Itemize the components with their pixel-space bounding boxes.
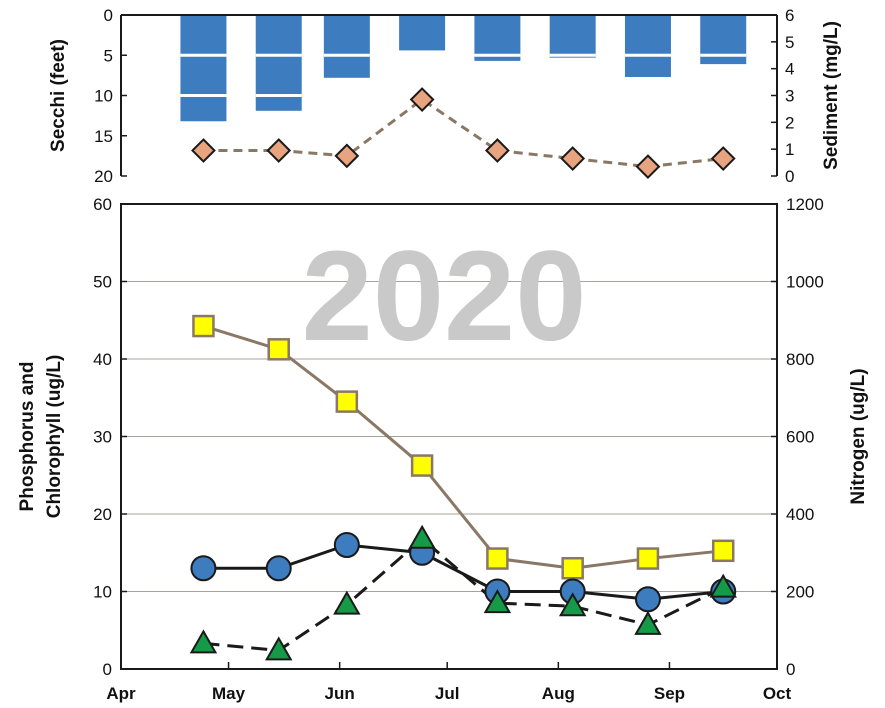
secchi-tick-label: 15 — [94, 127, 113, 146]
month-tick-label: Aug — [542, 684, 575, 703]
secchi-bar-segment-break — [180, 53, 227, 57]
chlorophyll-marker — [189, 629, 218, 654]
sediment-marker — [710, 146, 736, 171]
chlorophyll-marker — [483, 589, 512, 614]
sediment-line — [203, 97, 724, 169]
phosphorus-tick-label: 10 — [93, 583, 112, 602]
secchi-bar — [549, 15, 596, 58]
secchi-bar — [624, 15, 671, 77]
phosphorus-tick-label: 40 — [93, 350, 112, 369]
secchi-bar-segment-break — [180, 94, 227, 97]
secchi-bar-segment-break — [474, 53, 521, 57]
chlorophyll-marker — [709, 573, 737, 598]
sediment-marker — [266, 138, 292, 163]
secchi-bar-segment-break — [624, 53, 671, 57]
phosphorus-tick-label: 50 — [93, 273, 112, 292]
phosphorus-marker — [634, 586, 661, 613]
nitrogen-tick-label: 800 — [786, 350, 814, 369]
chlorophyll-marker — [265, 636, 293, 661]
nitrogen-marker — [711, 539, 735, 563]
phosphorus-chlorophyll-axis-title: Phosphorus and Chlorophyll (ug/L) — [17, 355, 65, 519]
nitrogen-marker — [267, 338, 290, 361]
phosphorus-tick-label: 20 — [93, 505, 112, 524]
month-tick-label: Oct — [763, 684, 792, 703]
bottom-panel-nutrients: 20200102030405060020040060080010001200Ap… — [17, 195, 869, 703]
secchi-tick-label: 20 — [94, 167, 113, 186]
nitrogen-marker — [410, 454, 434, 477]
nitrogen-marker — [486, 547, 509, 570]
chlorophyll-marker — [408, 524, 436, 549]
phosphorus-tick-label: 0 — [103, 660, 112, 679]
secchi-bar-segment-break — [255, 94, 302, 97]
sediment-marker — [484, 138, 510, 163]
secchi-bar — [474, 15, 521, 61]
sediment-tick-label: 2 — [785, 113, 794, 132]
phosphorus-marker — [265, 555, 292, 582]
year-watermark: 2020 — [302, 225, 587, 368]
sediment-marker — [334, 143, 360, 169]
nitrogen-marker — [561, 557, 584, 580]
month-tick-label: Apr — [106, 684, 136, 703]
nitrogen-tick-label: 1200 — [786, 195, 824, 214]
nitrogen-marker — [192, 314, 215, 338]
secchi-bar-segment-break — [255, 53, 302, 57]
secchi-bar — [323, 15, 370, 78]
nitrogen-tick-label: 1000 — [786, 273, 824, 292]
month-tick-label: May — [212, 684, 246, 703]
secchi-tick-label: 5 — [104, 46, 113, 65]
phosphorus-marker — [333, 532, 360, 558]
month-tick-label: Sep — [654, 684, 685, 703]
secchi-bar — [180, 15, 227, 122]
nitrogen-line — [203, 324, 724, 570]
sediment-marker — [635, 154, 661, 180]
secchi-tick-label: 10 — [94, 87, 113, 106]
secchi-axis-title: Secchi (feet) — [48, 39, 69, 152]
sediment-tick-label: 3 — [785, 87, 794, 106]
sediment-tick-label: 1 — [785, 140, 794, 159]
sediment-tick-label: 6 — [785, 6, 794, 25]
top-panel-secchi-sediment: 0 5 10 15 20 0 1 2 3 4 5 6 Secchi (feet) Sediment (mg… — [48, 6, 842, 186]
sediment-axis-title: Sediment (mg/L) — [821, 21, 842, 170]
sediment-tick-label: 0 — [785, 167, 794, 186]
phosphorus-marker — [190, 555, 217, 582]
nitrogen-tick-label: 600 — [786, 428, 814, 447]
secchi-bar-segment-break — [323, 53, 370, 57]
axis-title-line: Chlorophyll (ug/L) — [44, 355, 65, 519]
secchi-tick-label: 0 — [104, 6, 113, 25]
chlorophyll-marker — [558, 592, 587, 617]
phosphorus-tick-label: 30 — [93, 428, 112, 447]
sediment-marker — [409, 87, 435, 112]
sediment-tick-label: 4 — [785, 60, 794, 79]
sediment-marker — [560, 146, 586, 171]
phosphorus-tick-label: 60 — [93, 195, 112, 214]
secchi-bar-segment-break — [549, 53, 596, 57]
nitrogen-marker — [636, 547, 660, 570]
secchi-bar — [399, 15, 446, 51]
nitrogen-tick-label: 400 — [786, 505, 814, 524]
nitrogen-axis-title: Nitrogen (ug/L) — [848, 368, 869, 504]
month-tick-label: Jun — [325, 684, 355, 703]
sediment-tick-label: 5 — [785, 33, 794, 52]
chlorophyll-marker — [634, 610, 662, 635]
nitrogen-tick-label: 0 — [786, 660, 795, 679]
axis-title-line: Phosphorus and — [17, 362, 38, 512]
nitrogen-marker — [335, 390, 359, 413]
secchi-bar-segment-break — [700, 53, 747, 57]
sediment-marker — [191, 138, 216, 163]
chlorophyll-marker — [333, 590, 361, 615]
nitrogen-tick-label: 200 — [786, 583, 814, 602]
month-tick-label: Jul — [435, 684, 460, 703]
